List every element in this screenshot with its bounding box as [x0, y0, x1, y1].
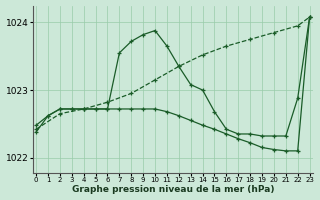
- X-axis label: Graphe pression niveau de la mer (hPa): Graphe pression niveau de la mer (hPa): [72, 185, 274, 194]
